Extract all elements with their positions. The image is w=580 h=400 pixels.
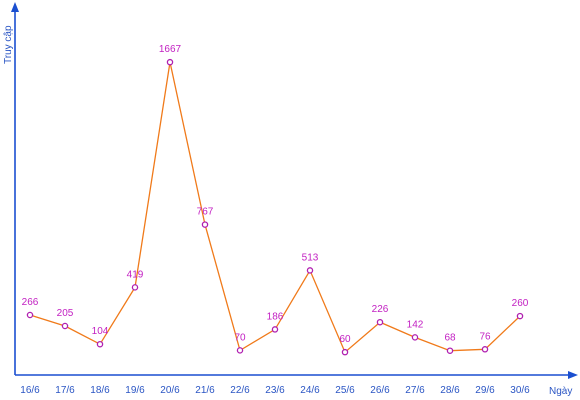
x-tick-label: 18/6 — [90, 385, 110, 396]
y-axis-title: Truy cập — [3, 25, 14, 64]
x-tick-label: 17/6 — [55, 385, 75, 396]
data-label: 419 — [127, 269, 144, 280]
x-tick-label: 27/6 — [405, 385, 425, 396]
x-axis-arrow — [568, 371, 578, 379]
data-point — [61, 322, 69, 330]
data-point — [131, 284, 139, 291]
data-label: 70 — [234, 332, 246, 343]
x-tick-label: 22/6 — [230, 385, 250, 396]
x-axis-title: Ngày — [549, 386, 572, 397]
data-points — [26, 58, 524, 356]
data-label: 260 — [512, 298, 529, 309]
x-tick-label: 26/6 — [370, 385, 390, 396]
data-label: 60 — [339, 334, 351, 345]
data-point — [96, 340, 104, 348]
data-label: 76 — [479, 331, 491, 342]
data-label: 767 — [197, 207, 214, 218]
data-point — [306, 267, 314, 274]
data-label: 104 — [92, 326, 109, 337]
data-label: 513 — [302, 252, 319, 263]
x-tick-label: 21/6 — [195, 385, 215, 396]
data-label: 266 — [22, 297, 39, 308]
x-tick-label: 29/6 — [475, 385, 495, 396]
data-point — [341, 348, 349, 356]
y-axis: Truy cập — [3, 2, 19, 375]
data-labels: 266 205 104 419 1667 767 70 186 513 60 226 142 68 76 2… — [22, 44, 529, 345]
data-point — [446, 347, 454, 354]
data-label: 142 — [407, 319, 424, 330]
data-label: 1667 — [159, 44, 182, 55]
x-tick-label: 20/6 — [160, 385, 180, 396]
x-tick-label: 28/6 — [440, 385, 460, 396]
data-point — [201, 221, 209, 228]
data-point — [236, 347, 244, 354]
data-point — [26, 311, 34, 319]
x-tick-label: 23/6 — [265, 385, 285, 396]
x-tick-label: 24/6 — [300, 385, 320, 396]
y-axis-arrow — [11, 2, 19, 12]
x-tick-labels: 16/6 17/6 18/6 19/6 20/6 21/6 22/6 23/6 24/6 25/6… — [20, 385, 530, 396]
data-point — [376, 318, 384, 326]
x-tick-label: 25/6 — [335, 385, 355, 396]
x-tick-label: 19/6 — [125, 385, 145, 396]
data-label: 186 — [267, 311, 284, 322]
data-label: 226 — [372, 304, 389, 315]
x-tick-label: 30/6 — [510, 385, 530, 396]
data-point — [411, 334, 419, 341]
x-axis: Ngày — [15, 371, 578, 397]
data-point — [166, 58, 174, 66]
data-label: 205 — [57, 308, 74, 319]
data-point — [481, 346, 489, 353]
series-line — [29, 61, 521, 354]
data-point — [516, 312, 524, 320]
data-point — [271, 326, 279, 333]
data-label: 68 — [444, 333, 456, 344]
x-tick-label: 16/6 — [20, 385, 40, 396]
